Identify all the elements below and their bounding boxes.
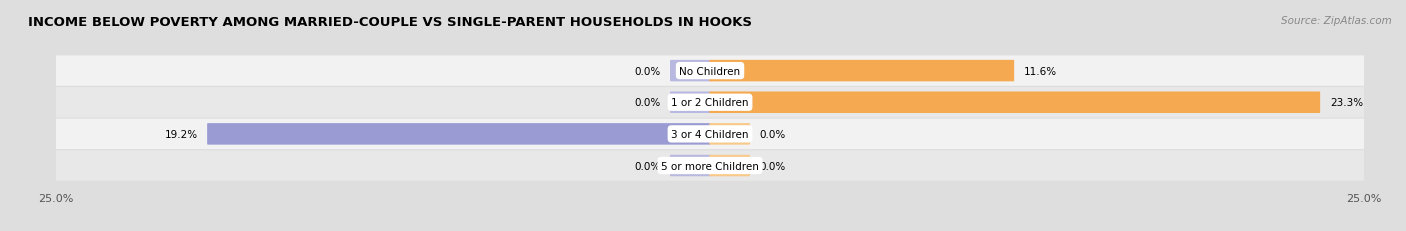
FancyBboxPatch shape <box>55 119 1365 149</box>
Text: 23.3%: 23.3% <box>1330 98 1362 108</box>
Text: 0.0%: 0.0% <box>759 129 786 139</box>
FancyBboxPatch shape <box>709 92 1320 113</box>
FancyBboxPatch shape <box>55 88 1365 118</box>
Text: 3 or 4 Children: 3 or 4 Children <box>671 129 749 139</box>
Text: 5 or more Children: 5 or more Children <box>661 161 759 171</box>
FancyBboxPatch shape <box>671 155 711 176</box>
FancyBboxPatch shape <box>671 92 711 113</box>
Text: Source: ZipAtlas.com: Source: ZipAtlas.com <box>1281 16 1392 26</box>
FancyBboxPatch shape <box>207 124 711 145</box>
Text: 11.6%: 11.6% <box>1024 66 1057 76</box>
Text: 0.0%: 0.0% <box>634 161 661 171</box>
Text: 0.0%: 0.0% <box>634 98 661 108</box>
FancyBboxPatch shape <box>709 61 1014 82</box>
FancyBboxPatch shape <box>55 151 1365 181</box>
Text: No Children: No Children <box>679 66 741 76</box>
Text: 19.2%: 19.2% <box>165 129 197 139</box>
Text: 0.0%: 0.0% <box>634 66 661 76</box>
Text: 1 or 2 Children: 1 or 2 Children <box>671 98 749 108</box>
FancyBboxPatch shape <box>671 61 711 82</box>
FancyBboxPatch shape <box>55 56 1365 86</box>
Text: 0.0%: 0.0% <box>759 161 786 171</box>
FancyBboxPatch shape <box>709 155 749 176</box>
FancyBboxPatch shape <box>709 124 749 145</box>
Text: INCOME BELOW POVERTY AMONG MARRIED-COUPLE VS SINGLE-PARENT HOUSEHOLDS IN HOOKS: INCOME BELOW POVERTY AMONG MARRIED-COUPL… <box>28 16 752 29</box>
